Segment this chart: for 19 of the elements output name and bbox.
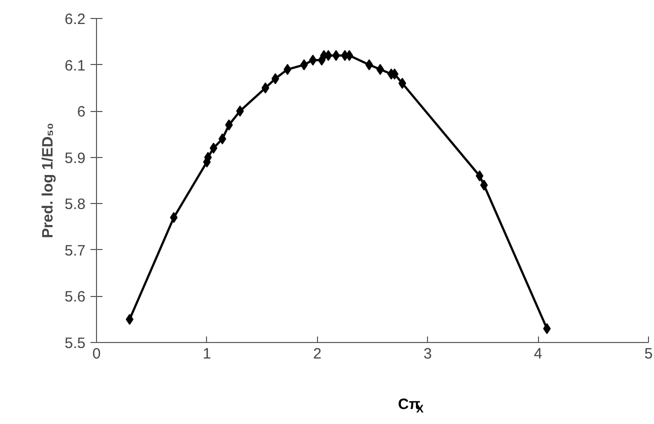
point	[365, 59, 374, 70]
x-tick-label: 4	[534, 346, 542, 362]
point	[170, 212, 178, 224]
x-tick-label: 0	[92, 346, 101, 362]
y-tick-label: 5.9	[64, 150, 86, 167]
y-tick-label: 5.5	[64, 335, 86, 352]
x-tick-label: 2	[313, 346, 322, 362]
y-tick-label: 5.6	[64, 288, 86, 306]
x-tick-label: 3	[424, 346, 432, 362]
point	[376, 64, 384, 75]
y-tick-label: 6.2	[64, 11, 86, 28]
y-tick-label: 5.8	[64, 196, 86, 214]
y-tick-label: 6	[77, 104, 86, 121]
y-tick-label: 6.1	[64, 57, 86, 74]
y-tick-label: 5.7	[64, 242, 86, 260]
x-tick-label: 5	[644, 346, 653, 362]
y-axis-title: Pred. log 1/ED₅₀	[40, 122, 57, 238]
x-tick-label: 1	[202, 346, 212, 362]
point	[398, 78, 406, 89]
